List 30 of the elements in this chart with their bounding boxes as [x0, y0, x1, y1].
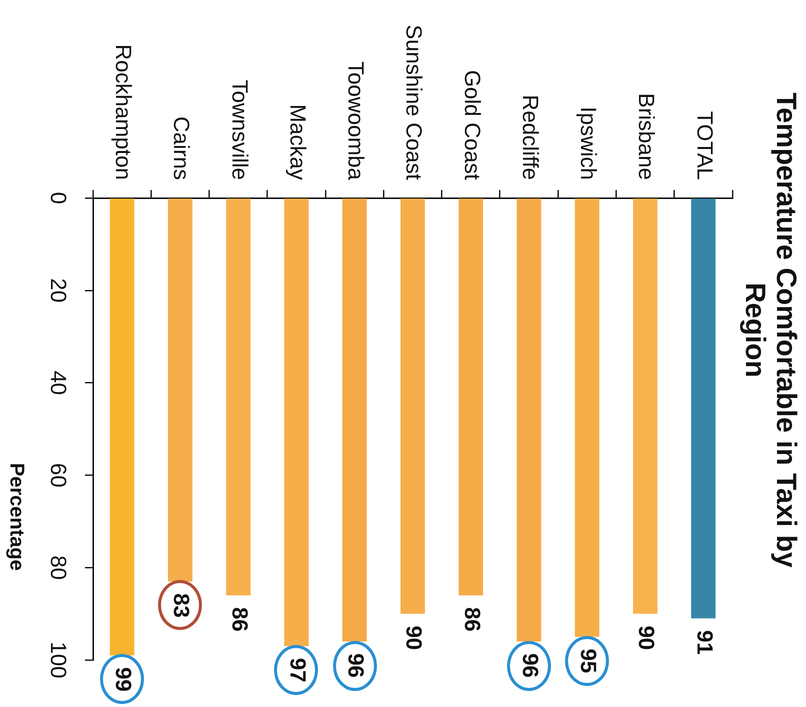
x-tick-label: Townsville: [227, 80, 252, 180]
data-label: 97: [285, 658, 310, 682]
data-label: 90: [634, 626, 660, 650]
y-tick-label: 40: [46, 370, 71, 396]
data-label: 90: [402, 626, 427, 650]
data-label: 96: [518, 653, 543, 678]
text: Temperature Comfortable in Taxi by Region: [740, 92, 802, 568]
y-tick-label: 100: [46, 642, 71, 678]
x-tick-label: TOTAL: [692, 111, 718, 180]
x-tick-label: Mackay: [285, 104, 310, 180]
x-tick-label: Ipswich: [576, 106, 602, 180]
data-label: 99: [111, 667, 136, 692]
x-tick-label: Gold Coast: [460, 70, 485, 180]
data-label: 91: [692, 630, 718, 655]
y-tick-label: 0: [46, 192, 71, 204]
x-tick-label: Redcliffe: [518, 94, 543, 180]
x-tick-label: Brisbane: [634, 93, 660, 180]
x-tick-label: Rockhampton: [111, 44, 136, 180]
y-tick-label: 20: [46, 278, 71, 303]
data-label: 86: [460, 607, 485, 632]
y-tick-label: 60: [46, 462, 71, 488]
data-label: 96: [344, 653, 369, 678]
x-tick-label: Cairns: [169, 116, 194, 180]
y-tick-label: 80: [46, 555, 71, 580]
data-label: 86: [227, 607, 252, 632]
data-label: 83: [169, 593, 194, 618]
x-tick-label: Sunshine Coast: [402, 24, 427, 180]
x-tick-label: Toowoomba: [344, 61, 369, 181]
y-axis-title: Percentage: [5, 462, 28, 571]
data-label: 95: [576, 648, 602, 674]
